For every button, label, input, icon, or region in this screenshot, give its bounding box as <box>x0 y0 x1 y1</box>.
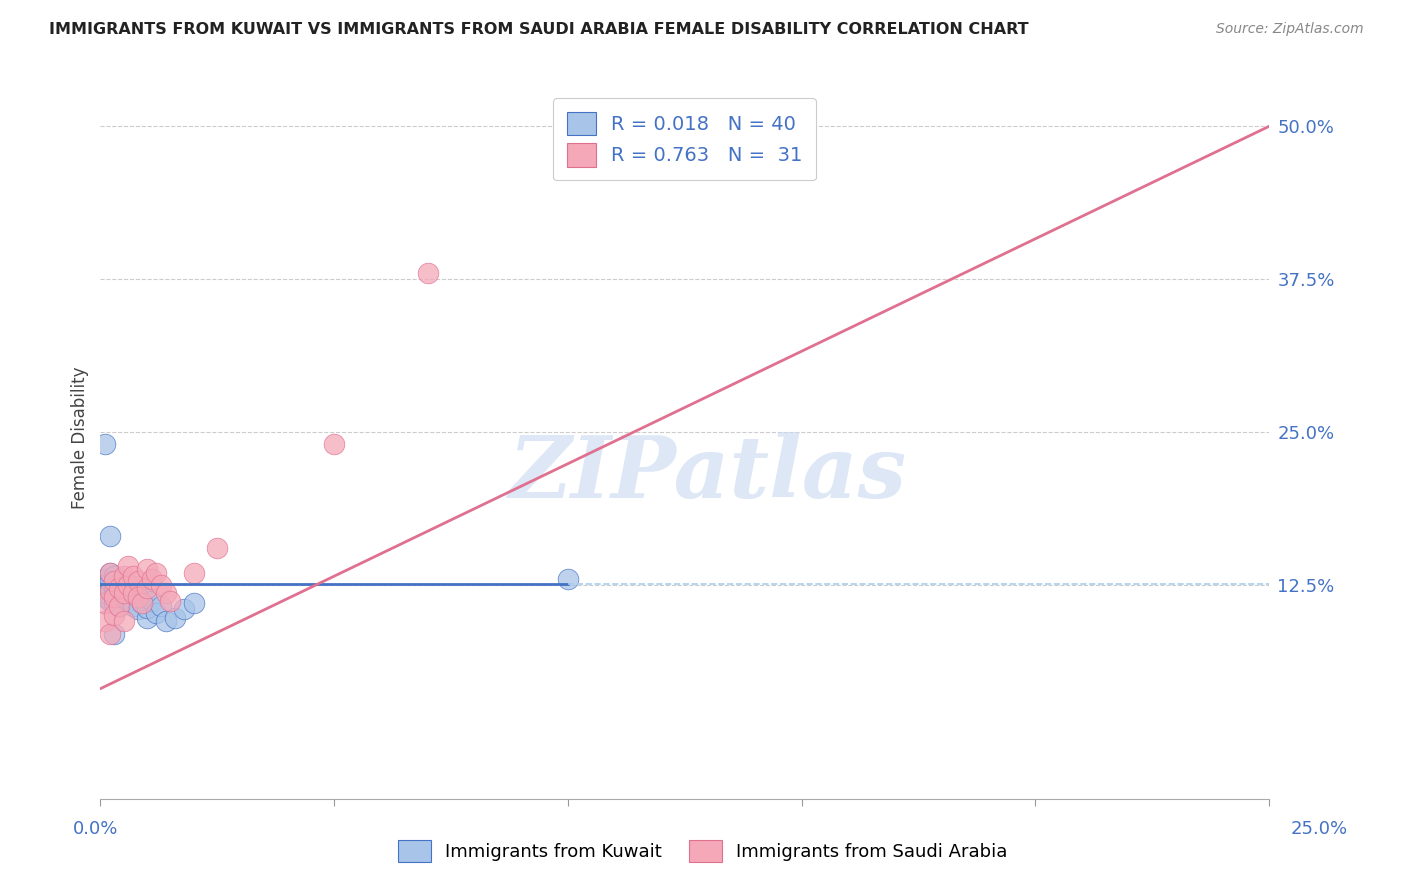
Point <box>127 602 149 616</box>
Point <box>108 589 131 603</box>
Point <box>127 574 149 588</box>
Point <box>94 578 117 592</box>
Point <box>108 599 131 613</box>
Point <box>117 582 139 596</box>
Point <box>122 586 145 600</box>
Point <box>145 566 167 580</box>
Point <box>141 572 163 586</box>
Point <box>103 590 125 604</box>
Point <box>117 578 139 592</box>
Legend: Immigrants from Kuwait, Immigrants from Saudi Arabia: Immigrants from Kuwait, Immigrants from … <box>391 833 1015 870</box>
Text: Source: ZipAtlas.com: Source: ZipAtlas.com <box>1216 22 1364 37</box>
Legend: R = 0.018   N = 40, R = 0.763   N =  31: R = 0.018 N = 40, R = 0.763 N = 31 <box>553 98 817 180</box>
Point <box>136 601 159 615</box>
Point <box>112 569 135 583</box>
Point <box>98 529 121 543</box>
Point <box>145 606 167 620</box>
Point <box>136 611 159 625</box>
Point <box>98 626 121 640</box>
Point <box>173 602 195 616</box>
Point <box>131 589 153 603</box>
Point <box>136 562 159 576</box>
Point <box>136 582 159 596</box>
Point <box>98 582 121 596</box>
Text: 25.0%: 25.0% <box>1291 820 1347 838</box>
Point <box>131 596 153 610</box>
Point <box>112 615 135 629</box>
Point <box>98 583 121 598</box>
Point <box>159 593 181 607</box>
Point <box>183 596 205 610</box>
Point <box>205 541 228 555</box>
Point <box>557 572 579 586</box>
Point <box>150 578 173 592</box>
Point <box>94 583 117 598</box>
Point <box>127 579 149 593</box>
Point <box>117 593 139 607</box>
Point <box>94 586 117 600</box>
Point <box>150 599 173 613</box>
Point <box>141 593 163 607</box>
Point <box>165 611 187 625</box>
Point <box>416 266 439 280</box>
Y-axis label: Female Disability: Female Disability <box>72 367 89 509</box>
Point <box>103 569 125 583</box>
Point <box>98 574 121 588</box>
Text: ZIPatlas: ZIPatlas <box>509 433 907 516</box>
Text: 0.0%: 0.0% <box>73 820 118 838</box>
Point <box>122 599 145 613</box>
Point <box>103 574 125 588</box>
Point <box>112 583 135 598</box>
Point <box>183 566 205 580</box>
Point <box>112 591 135 606</box>
Point <box>94 596 117 610</box>
Point <box>323 437 346 451</box>
Point <box>117 559 139 574</box>
Point <box>122 569 145 583</box>
Point <box>103 626 125 640</box>
Point <box>108 599 131 613</box>
Point <box>98 566 121 580</box>
Point <box>103 596 125 610</box>
Point <box>103 608 125 623</box>
Point <box>112 574 135 588</box>
Point <box>108 582 131 596</box>
Point <box>94 437 117 451</box>
Point <box>94 615 117 629</box>
Point <box>122 586 145 600</box>
Point <box>94 572 117 586</box>
Point <box>112 586 135 600</box>
Point <box>155 586 177 600</box>
Point <box>127 590 149 604</box>
Point <box>103 586 125 600</box>
Point <box>131 596 153 610</box>
Point <box>155 615 177 629</box>
Point <box>103 579 125 593</box>
Point <box>94 590 117 604</box>
Text: IMMIGRANTS FROM KUWAIT VS IMMIGRANTS FROM SAUDI ARABIA FEMALE DISABILITY CORRELA: IMMIGRANTS FROM KUWAIT VS IMMIGRANTS FRO… <box>49 22 1029 37</box>
Point <box>108 576 131 591</box>
Point <box>98 593 121 607</box>
Point <box>98 566 121 580</box>
